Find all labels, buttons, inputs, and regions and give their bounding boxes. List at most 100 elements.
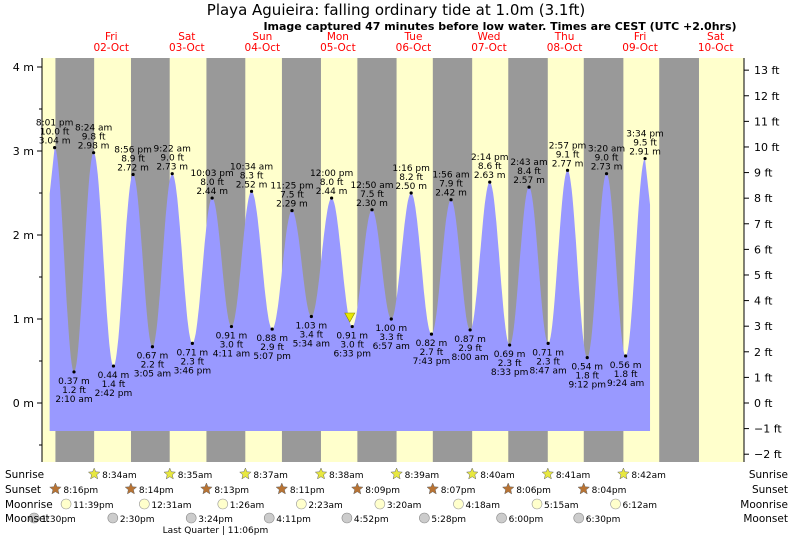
tide-point: [643, 156, 647, 161]
tide-m-label: 2.72 m: [117, 164, 149, 174]
tide-m-label: 0.91 m: [216, 332, 248, 342]
tide-m-label: 2.73 m: [591, 163, 623, 173]
tide-m-label: 2.52 m: [236, 180, 268, 190]
tide-ft-label: 7.9 ft: [439, 180, 463, 190]
tide-time-label: 1:16 pm: [392, 164, 430, 174]
chart-title: Playa Aguieira: falling ordinary tide at…: [207, 1, 585, 19]
moonrise-icon: [139, 498, 150, 510]
tide-ft-label: 9.1 ft: [556, 150, 580, 160]
right-tick-label: 9 ft: [754, 167, 773, 180]
tide-time-label: 8:33 pm: [491, 368, 529, 378]
tide-ft-label: 3.0 ft: [340, 341, 364, 351]
day-name-label: Wed: [478, 31, 501, 43]
moonrise-time: 11:39pm: [73, 501, 113, 511]
sunrise-time: 8:38am: [329, 471, 364, 481]
tide-m-label: 0.87 m: [454, 335, 486, 345]
moonrise-time: 5:15am: [544, 501, 579, 511]
tide-time-label: 12:00 pm: [310, 169, 353, 179]
tide-m-label: 2.50 m: [395, 182, 427, 192]
tide-ft-label: 2.2 ft: [141, 361, 165, 371]
sunset-time: 8:14pm: [139, 486, 174, 496]
sunrise-row-label-left: Sunrise: [5, 469, 44, 481]
day-date-label: 10-Oct: [698, 42, 734, 54]
tide-point: [330, 196, 334, 200]
moonrise-icon: [296, 498, 307, 510]
tide-ft-label: 2.3 ft: [498, 359, 522, 369]
sunset-icon: [577, 482, 591, 495]
moonrise-time: 2:23am: [308, 501, 343, 511]
tide-ft-label: 7.5 ft: [280, 191, 304, 201]
sunset-time: 8:07pm: [441, 486, 476, 496]
tide-point: [53, 146, 57, 150]
tide-time-label: 7:43 pm: [413, 357, 451, 367]
tide-m-label: 0.88 m: [256, 334, 288, 344]
day-name-label: Sat: [178, 31, 195, 43]
tide-point: [449, 198, 453, 202]
tide-ft-label: 9.8 ft: [82, 133, 106, 143]
axes: 4 m 3 m 2 m 1 m 0 m 13 ft 12 ft 11 ft 10 ft 9 ft 8…: [13, 58, 782, 462]
right-tick-label: 6 ft: [754, 243, 773, 256]
tide-point: [565, 168, 570, 172]
sunset-icon: [501, 482, 515, 495]
tide-ft-label: 1.2 ft: [62, 386, 86, 396]
moonset-time: 4:52pm: [354, 515, 389, 525]
right-tick-label: 11 ft: [754, 115, 780, 128]
right-tick-label: 1 ft: [754, 371, 773, 384]
tide-point: [350, 324, 354, 329]
sunrise-icon: [541, 467, 555, 480]
tide-time-label: 8:47 am: [529, 366, 566, 376]
tide-time-label: 3:46 pm: [174, 366, 212, 376]
tide-m-label: 1.03 m: [296, 321, 328, 331]
moonset-row-label-right: Moonset: [743, 513, 788, 525]
sunrise-time: 8:41am: [556, 471, 591, 481]
tide-point: [585, 356, 589, 360]
tide-ft-label: 8.9 ft: [121, 155, 145, 165]
tide-m-label: 0.67 m: [137, 352, 169, 362]
day-name-label: Sun: [252, 31, 272, 43]
tide-time-label: 2:43 am: [510, 158, 547, 168]
tide-ft-label: 3.3 ft: [379, 333, 403, 343]
tide-point: [309, 314, 313, 319]
tide-time-label: 3:20 am: [588, 145, 625, 155]
tide-point: [290, 209, 294, 213]
sunset-icon: [200, 482, 213, 495]
day-date-label: 08-Oct: [547, 42, 583, 54]
moonrise-time: 1:26am: [230, 501, 265, 511]
left-tick-label: 4 m: [13, 61, 34, 74]
moonset-time: 5:28pm: [431, 515, 466, 525]
current-tide-marker: [344, 312, 356, 323]
tide-time-label: 1:56 am: [432, 171, 469, 181]
tide-time-label: 5:07 pm: [253, 352, 291, 362]
tide-time-label: 8:01 pm: [36, 119, 74, 129]
tide-point: [111, 364, 116, 368]
tide-m-label: 0.44 m: [98, 371, 130, 381]
sunset-icon: [350, 482, 364, 495]
tide-point: [92, 151, 96, 155]
sunrise-icon: [239, 467, 252, 480]
sunset-row-label-left: Sunset: [5, 484, 41, 496]
day-date-label: 07-Oct: [471, 42, 507, 54]
tide-ft-label: 1.8 ft: [614, 370, 638, 380]
tide-m-label: 2.98 m: [78, 142, 110, 152]
sunset-icon: [49, 482, 62, 495]
tide-time-label: 5:34 am: [293, 339, 330, 349]
tide-m-label: 2.44 m: [196, 187, 228, 197]
moonset-time: 6:30pm: [586, 515, 621, 525]
right-tick-label: 8 ft: [754, 192, 773, 205]
tide-ft-label: 2.3 ft: [181, 357, 205, 367]
tide-m-label: 2.63 m: [474, 171, 506, 181]
tide-ft-label: 8.4 ft: [517, 167, 541, 177]
left-tick-label: 0 m: [13, 397, 34, 410]
night-band: [659, 58, 699, 462]
tide-m-label: 2.30 m: [356, 199, 388, 209]
moonset-icon: [496, 512, 507, 524]
moonrise-row-label-left: Moonrise: [5, 499, 53, 511]
right-tick-label: 12 ft: [754, 90, 780, 103]
tide-ft-label: 8.2 ft: [399, 173, 423, 183]
moonset-icon: [185, 512, 197, 524]
tide-point: [508, 343, 512, 347]
moonset-time: 4:11pm: [276, 515, 311, 525]
tide-point: [488, 180, 492, 184]
moonrise-time: 3:20am: [387, 501, 422, 511]
